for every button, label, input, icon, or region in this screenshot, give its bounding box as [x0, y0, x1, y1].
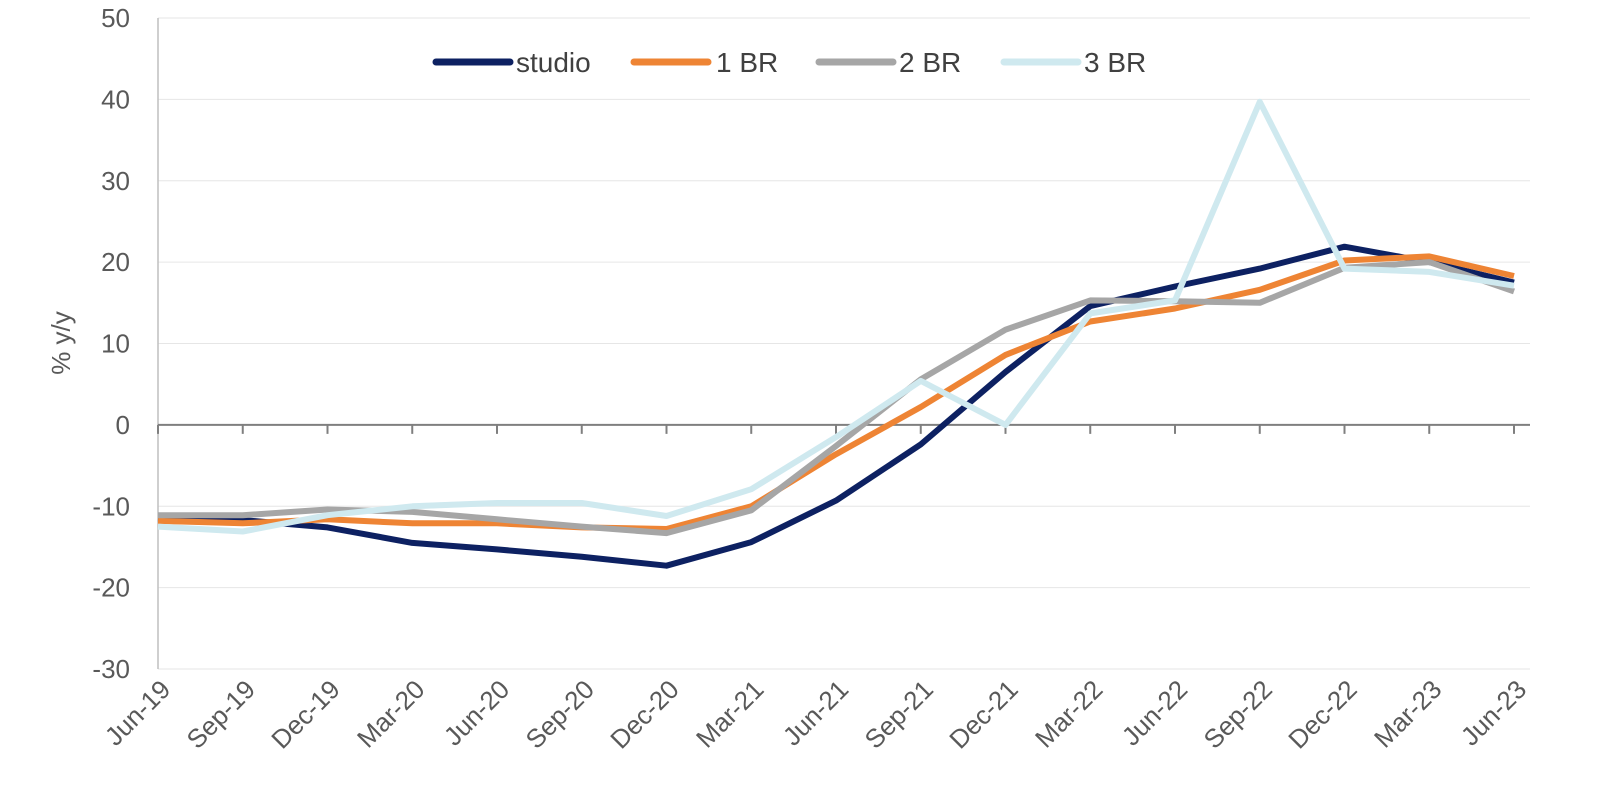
x-tick-label: Jun-21: [777, 674, 854, 751]
legend-label: 3 BR: [1084, 47, 1146, 78]
x-tick-label: Dec-20: [604, 674, 684, 754]
x-tick-label: Mar-23: [1368, 674, 1447, 753]
y-tick-label: 0: [116, 410, 130, 440]
legend-item: 1 BR: [630, 47, 778, 78]
series-line-3-br: [157, 98, 1515, 535]
series-lines: [157, 98, 1515, 569]
x-tick-label: Jun-19: [99, 674, 176, 751]
y-tick-label: 30: [101, 166, 130, 196]
series-line-2-br: [158, 259, 1515, 537]
y-tick-label: -30: [92, 654, 130, 684]
legend-label: 2 BR: [899, 47, 961, 78]
series-line-studio: [157, 243, 1515, 569]
x-tick-label: Mar-22: [1029, 674, 1108, 753]
legend-label: studio: [516, 47, 591, 78]
legend: studio 1 BR 2 BR 3 BR: [432, 47, 1146, 78]
legend-item: 2 BR: [815, 47, 961, 78]
x-tick-label: Dec-21: [943, 674, 1023, 754]
gridlines: [158, 17, 1530, 670]
y-tick-label: 20: [101, 247, 130, 277]
y-axis-title: % y/y: [46, 311, 76, 375]
y-axis-title-group: % y/y: [46, 311, 76, 375]
y-tick-label: 50: [101, 3, 130, 33]
x-tick-label: Mar-20: [351, 674, 430, 753]
x-tick-label: Sep-21: [858, 674, 938, 754]
legend-label: 1 BR: [716, 47, 778, 78]
x-tick-label: Jun-20: [438, 674, 515, 751]
x-tick-label: Mar-21: [690, 674, 769, 753]
y-tick-label: -10: [92, 491, 130, 521]
x-tick-label: Sep-22: [1197, 674, 1277, 754]
x-tick-label: Dec-22: [1282, 674, 1362, 754]
legend-item: 3 BR: [1000, 47, 1146, 78]
x-tick-label: Sep-20: [519, 674, 599, 754]
legend-item: studio: [432, 47, 591, 78]
x-tick-label: Jun-22: [1116, 674, 1193, 751]
series-line-1-br: [157, 253, 1515, 532]
y-tick-label: -20: [92, 573, 130, 603]
y-tick-label: 10: [101, 329, 130, 359]
x-tick-label: Jun-23: [1455, 674, 1532, 751]
x-tick-label: Dec-19: [265, 674, 345, 754]
x-tick-label: Sep-19: [180, 674, 260, 754]
y-tick-label: 40: [101, 84, 130, 114]
